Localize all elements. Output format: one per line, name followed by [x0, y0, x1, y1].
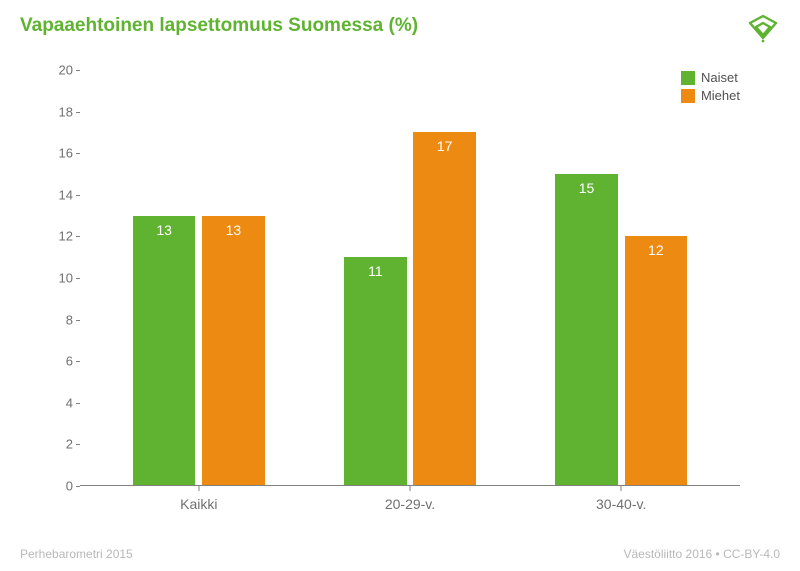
y-tick-label: 4: [66, 395, 73, 410]
bar-value-label: 13: [156, 222, 172, 238]
y-tick-label: 16: [59, 146, 73, 161]
bar-value-label: 11: [368, 263, 383, 279]
y-tick-label: 18: [59, 104, 73, 119]
bar: 13: [133, 216, 196, 486]
logo: [746, 12, 780, 51]
bar-value-label: 15: [579, 180, 595, 196]
y-tick-label: 10: [59, 271, 73, 286]
x-tick-mark: [410, 486, 411, 491]
y-tick-label: 0: [66, 479, 73, 494]
y-tick-label: 6: [66, 354, 73, 369]
y-tick-label: 12: [59, 229, 73, 244]
footer: Perhebarometri 2015 Väestöliitto 2016 • …: [20, 547, 780, 561]
x-category-label: Kaikki: [180, 496, 217, 512]
footer-right: Väestöliitto 2016 • CC-BY-4.0: [623, 547, 780, 561]
vaestoliitto-logo-icon: [746, 12, 780, 46]
y-tick-label: 8: [66, 312, 73, 327]
x-tick-mark: [198, 486, 199, 491]
x-category-label: 30-40-v.: [596, 496, 646, 512]
x-tick-mark: [621, 486, 622, 491]
bar: 13: [202, 216, 265, 486]
bar: 11: [344, 257, 407, 486]
bar: 15: [555, 174, 618, 486]
y-tick-label: 14: [59, 187, 73, 202]
chart-container: Vapaaehtoinen lapsettomuus Suomessa (%) …: [20, 15, 780, 541]
y-tick-mark: [76, 486, 80, 487]
plot-area: NaisetMiehet 02468101214161820 131311171…: [80, 70, 740, 486]
x-category-label: 20-29-v.: [385, 496, 435, 512]
bar: 12: [625, 236, 688, 486]
bar: 17: [413, 132, 476, 486]
bars-layer: 13 13 11 17 15 12: [80, 70, 740, 486]
bar-value-label: 17: [437, 138, 453, 154]
y-tick-label: 20: [59, 63, 73, 78]
y-tick-label: 2: [66, 437, 73, 452]
bar-value-label: 13: [226, 222, 242, 238]
chart-title: Vapaaehtoinen lapsettomuus Suomessa (%): [20, 15, 780, 37]
bar-value-label: 12: [648, 242, 664, 258]
footer-left: Perhebarometri 2015: [20, 547, 133, 561]
